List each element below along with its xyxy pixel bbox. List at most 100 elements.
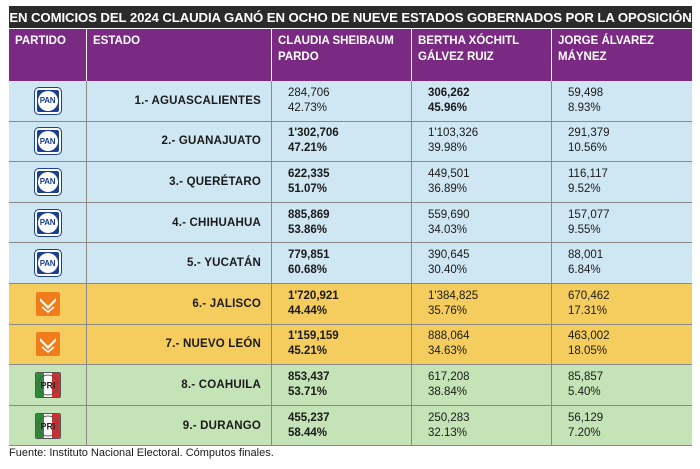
vote-percentage: 35.76%	[428, 304, 468, 317]
state-name: 7.- NUEVO LEÓN	[87, 324, 272, 365]
candidate-2-result: 306,262 45.96%	[412, 81, 552, 121]
table-row: PAN 5.- YUCATÁN 779,851 60.68% 390,645 30.40%…	[9, 243, 692, 284]
table-row: PAN 2.- GUANAJUATO 1'302,706 47.21% 1'103,32…	[9, 121, 692, 163]
pri-logo-icon: PRI	[34, 371, 61, 398]
party-cell: PAN	[9, 202, 87, 243]
candidate-1-result: 455,237 58.44%	[272, 405, 412, 446]
header-candidate-2-line1: BERTHA XÓCHITL	[418, 35, 520, 47]
header-candidate-2-line2: GÁLVEZ RUIZ	[418, 51, 494, 63]
vote-percentage: 10.56%	[568, 142, 608, 155]
candidate-3-result: 291,379 10.56%	[552, 122, 692, 162]
vote-percentage: 42.73%	[288, 101, 328, 114]
table-row: PAN 4.- CHIHUAHUA 885,869 53.86% 559,690 34.0…	[9, 202, 692, 244]
state-name: 3.- QUERÉTARO	[87, 162, 272, 202]
header-candidate-3-line2: MÁYNEZ	[558, 51, 607, 63]
vote-count: 559,690	[428, 208, 470, 221]
vote-percentage: 30.40%	[428, 264, 468, 277]
table-body: PAN 1.- AGUASCALIENTES 284,706 42.73% 306,26…	[9, 81, 692, 447]
vote-count: 779,851	[288, 249, 330, 262]
table-row: 6.- JALISCO 1'720,921 44.44% 1'384,825 35.76…	[9, 283, 692, 325]
header-candidate-3: JORGE ÁLVAREZ MÁYNEZ	[552, 29, 692, 81]
state-name: 8.- COAHUILA	[87, 365, 272, 405]
vote-count: 250,283	[428, 411, 470, 424]
mc-logo-icon	[35, 291, 60, 316]
vote-count: 1'103,326	[428, 127, 479, 140]
vote-count: 284,706	[288, 86, 330, 99]
svg-text:PRI: PRI	[40, 380, 55, 390]
candidate-1-result: 1'720,921 44.44%	[272, 283, 412, 324]
candidate-1-result: 1'159,159 45.21%	[272, 324, 412, 365]
vote-count: 885,869	[288, 208, 330, 221]
candidate-2-result: 1'103,326 39.98%	[412, 121, 552, 162]
vote-count: 617,208	[428, 370, 470, 383]
vote-percentage: 9.55%	[568, 223, 601, 236]
vote-percentage: 45.21%	[288, 345, 328, 358]
vote-count: 116,117	[568, 167, 608, 180]
candidate-1-result: 779,851 60.68%	[272, 243, 412, 283]
candidate-2-result: 888,064 34.63%	[412, 324, 552, 365]
results-table: PARTIDO ESTADO CLAUDIA SHEIBAUM PARDO BE…	[9, 29, 692, 447]
candidate-3-result: 88,001 6.84%	[552, 243, 692, 283]
vote-count: 157,077	[568, 208, 610, 221]
pri-logo-icon: PRI	[34, 412, 61, 439]
vote-percentage: 53.86%	[288, 223, 328, 236]
vote-percentage: 7.20%	[568, 426, 601, 439]
pan-logo-icon: PAN	[33, 249, 62, 278]
header-candidate-1: CLAUDIA SHEIBAUM PARDO	[272, 29, 412, 81]
candidate-2-result: 250,283 32.13%	[412, 405, 552, 446]
candidate-1-result: 622,335 51.07%	[272, 162, 412, 202]
vote-percentage: 45.96%	[428, 101, 468, 114]
vote-count: 670,462	[568, 289, 610, 302]
header-candidate-3-line1: JORGE ÁLVAREZ	[558, 35, 655, 47]
party-cell	[9, 324, 87, 365]
vote-percentage: 34.63%	[428, 345, 468, 358]
candidate-3-result: 463,002 18.05%	[552, 325, 692, 365]
table-row: 7.- NUEVO LEÓN 1'159,159 45.21% 888,064 34.6…	[9, 324, 692, 366]
candidate-1-result: 885,869 53.86%	[272, 202, 412, 243]
pan-logo-icon: PAN	[33, 127, 62, 156]
mc-logo-icon	[35, 332, 60, 357]
source-footnote: Fuente: Instituto Nacional Electoral. Có…	[9, 447, 274, 459]
header-candidate-1-line1: CLAUDIA SHEIBAUM	[278, 35, 394, 47]
vote-count: 449,501	[428, 167, 470, 180]
vote-percentage: 17.31%	[568, 304, 608, 317]
party-cell: PAN	[9, 162, 87, 202]
candidate-2-result: 390,645 30.40%	[412, 243, 552, 283]
candidate-2-result: 1'384,825 35.76%	[412, 283, 552, 324]
candidate-2-result: 559,690 34.03%	[412, 202, 552, 243]
vote-count: 88,001	[568, 249, 604, 262]
candidate-3-result: 85,857 5.40%	[552, 365, 692, 405]
vote-percentage: 18.05%	[568, 345, 608, 358]
vote-percentage: 51.07%	[288, 182, 328, 195]
state-name: 6.- JALISCO	[87, 283, 272, 324]
table-title: EN COMICIOS DEL 2024 CLAUDIA GANÓ EN OCH…	[9, 6, 692, 28]
vote-percentage: 5.40%	[568, 385, 601, 398]
vote-count: 1'720,921	[288, 289, 339, 302]
vote-count: 888,064	[428, 330, 470, 343]
pan-logo-icon: PAN	[33, 86, 62, 115]
vote-percentage: 8.93%	[568, 101, 601, 114]
vote-percentage: 58.44%	[288, 426, 328, 439]
candidate-1-result: 284,706 42.73%	[272, 81, 412, 121]
state-name: 1.- AGUASCALIENTES	[87, 81, 272, 121]
vote-count: 306,262	[428, 86, 470, 99]
vote-count: 1'159,159	[288, 330, 339, 343]
table-row: PAN 3.- QUERÉTARO 622,335 51.07% 449,501 36.8…	[9, 162, 692, 203]
table-row: PRI 9.- DURANGO 455,237 58.44% 250,283 32.13%…	[9, 405, 692, 447]
vote-count: 291,379	[568, 127, 610, 140]
state-name: 2.- GUANAJUATO	[87, 121, 272, 162]
vote-percentage: 47.21%	[288, 142, 328, 155]
candidate-3-result: 56,129 7.20%	[552, 406, 692, 446]
party-cell: PAN	[9, 81, 87, 121]
party-cell: PRI	[9, 405, 87, 446]
vote-percentage: 6.84%	[568, 264, 601, 277]
candidate-3-result: 157,077 9.55%	[552, 203, 692, 243]
vote-count: 622,335	[288, 167, 330, 180]
table-row: PRI 8.- COAHUILA 853,437 53.71% 617,208 38.84…	[9, 365, 692, 406]
candidate-2-result: 449,501 36.89%	[412, 162, 552, 202]
candidate-2-result: 617,208 38.84%	[412, 365, 552, 405]
vote-count: 85,857	[568, 370, 604, 383]
vote-count: 853,437	[288, 370, 330, 383]
header-candidate-1-line2: PARDO	[278, 51, 319, 63]
vote-percentage: 34.03%	[428, 223, 468, 236]
